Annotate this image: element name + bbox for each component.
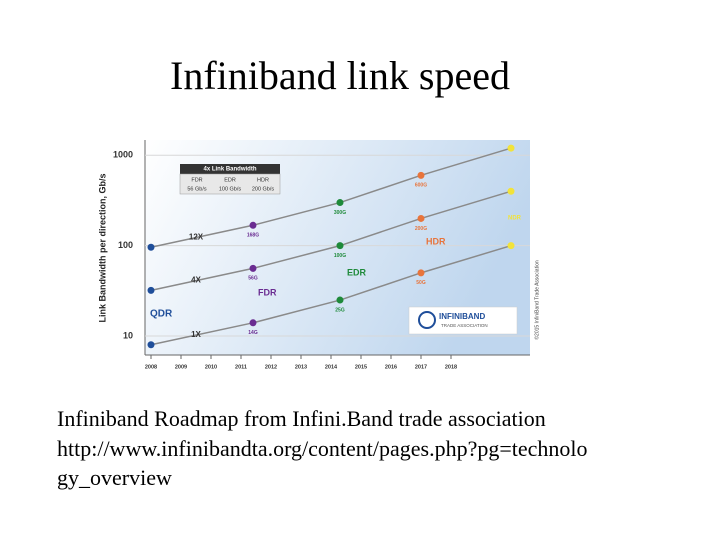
caption: gy_overview: [57, 465, 172, 490]
series-label: 12X: [189, 232, 204, 241]
data-point: [417, 269, 425, 277]
data-point: [507, 242, 515, 250]
data-point: [507, 187, 515, 195]
data-point: [417, 214, 425, 222]
caption: Infiniband Roadmap from Infini.Band trad…: [57, 406, 546, 431]
x-tick-label: 2016: [385, 364, 397, 370]
x-tick-label: 2012: [265, 364, 277, 370]
generation-label: FDR: [258, 287, 277, 297]
data-point: [147, 243, 155, 251]
inset-body: [179, 173, 281, 195]
inset-title: 4x Link Bandwidth: [203, 167, 256, 173]
data-point: [249, 319, 257, 327]
x-tick-label: 2011: [235, 364, 247, 370]
data-point: [417, 171, 425, 179]
series-label: 1X: [191, 330, 201, 339]
data-point: [249, 221, 257, 229]
data-point: [336, 199, 344, 207]
inset-cell: 56 Gb/s: [187, 186, 207, 192]
generation-label: HDR: [426, 236, 446, 246]
series-label: 4X: [191, 275, 201, 284]
logo-name: INFINIBAND: [439, 312, 485, 321]
data-point: [249, 264, 257, 272]
inset-title-bg: [180, 164, 280, 174]
caption: http://www.infinibandta.org/content/page…: [57, 436, 588, 461]
generation-label: QDR: [150, 309, 173, 320]
x-tick-label: 2018: [445, 364, 457, 370]
y-tick-label: 10: [123, 330, 133, 340]
x-tick-label: 2009: [175, 364, 187, 370]
y-axis-label: Link Bandwidth per direction, Gb/s: [97, 173, 107, 322]
data-label: 200G: [415, 226, 427, 232]
data-point: [507, 144, 515, 152]
data-label: 600G: [415, 183, 427, 189]
x-tick-label: 2013: [295, 364, 307, 370]
inset-cell: 100 Gb/s: [219, 186, 242, 192]
x-tick-label: 2008: [145, 364, 157, 370]
slide-title: Infiniband link speed: [170, 53, 510, 98]
x-tick-label: 2014: [325, 364, 338, 370]
data-label: 100G: [334, 253, 346, 259]
x-tick-label: 2017: [415, 364, 427, 370]
data-label: 168G: [247, 233, 259, 239]
inset-cell: 200 Gb/s: [252, 186, 275, 192]
data-point: [147, 286, 155, 294]
y-tick-label: 100: [118, 240, 133, 250]
x-tick-label: 2015: [355, 364, 367, 370]
logo-mark: [418, 311, 436, 329]
logo-sub: TRADE ASSOCIATION: [441, 323, 488, 328]
y-tick-label: 1000: [113, 150, 133, 160]
data-point: [336, 242, 344, 250]
inset-header: HDR: [257, 177, 269, 183]
data-label: 14G: [248, 330, 258, 336]
copyright: ©2015 InfiniBand Trade Association: [533, 260, 540, 340]
data-point: [336, 296, 344, 304]
inset-header: EDR: [224, 177, 236, 183]
generation-label: EDR: [347, 267, 367, 277]
x-tick-label: 2010: [205, 364, 217, 370]
data-label: 50G: [416, 280, 426, 286]
data-label: 56G: [248, 276, 258, 282]
generation-label: NDR: [508, 216, 522, 222]
data-point: [147, 341, 155, 349]
data-label: 25G: [335, 307, 345, 313]
inset-header: FDR: [191, 177, 202, 183]
data-label: 300G: [334, 210, 346, 216]
